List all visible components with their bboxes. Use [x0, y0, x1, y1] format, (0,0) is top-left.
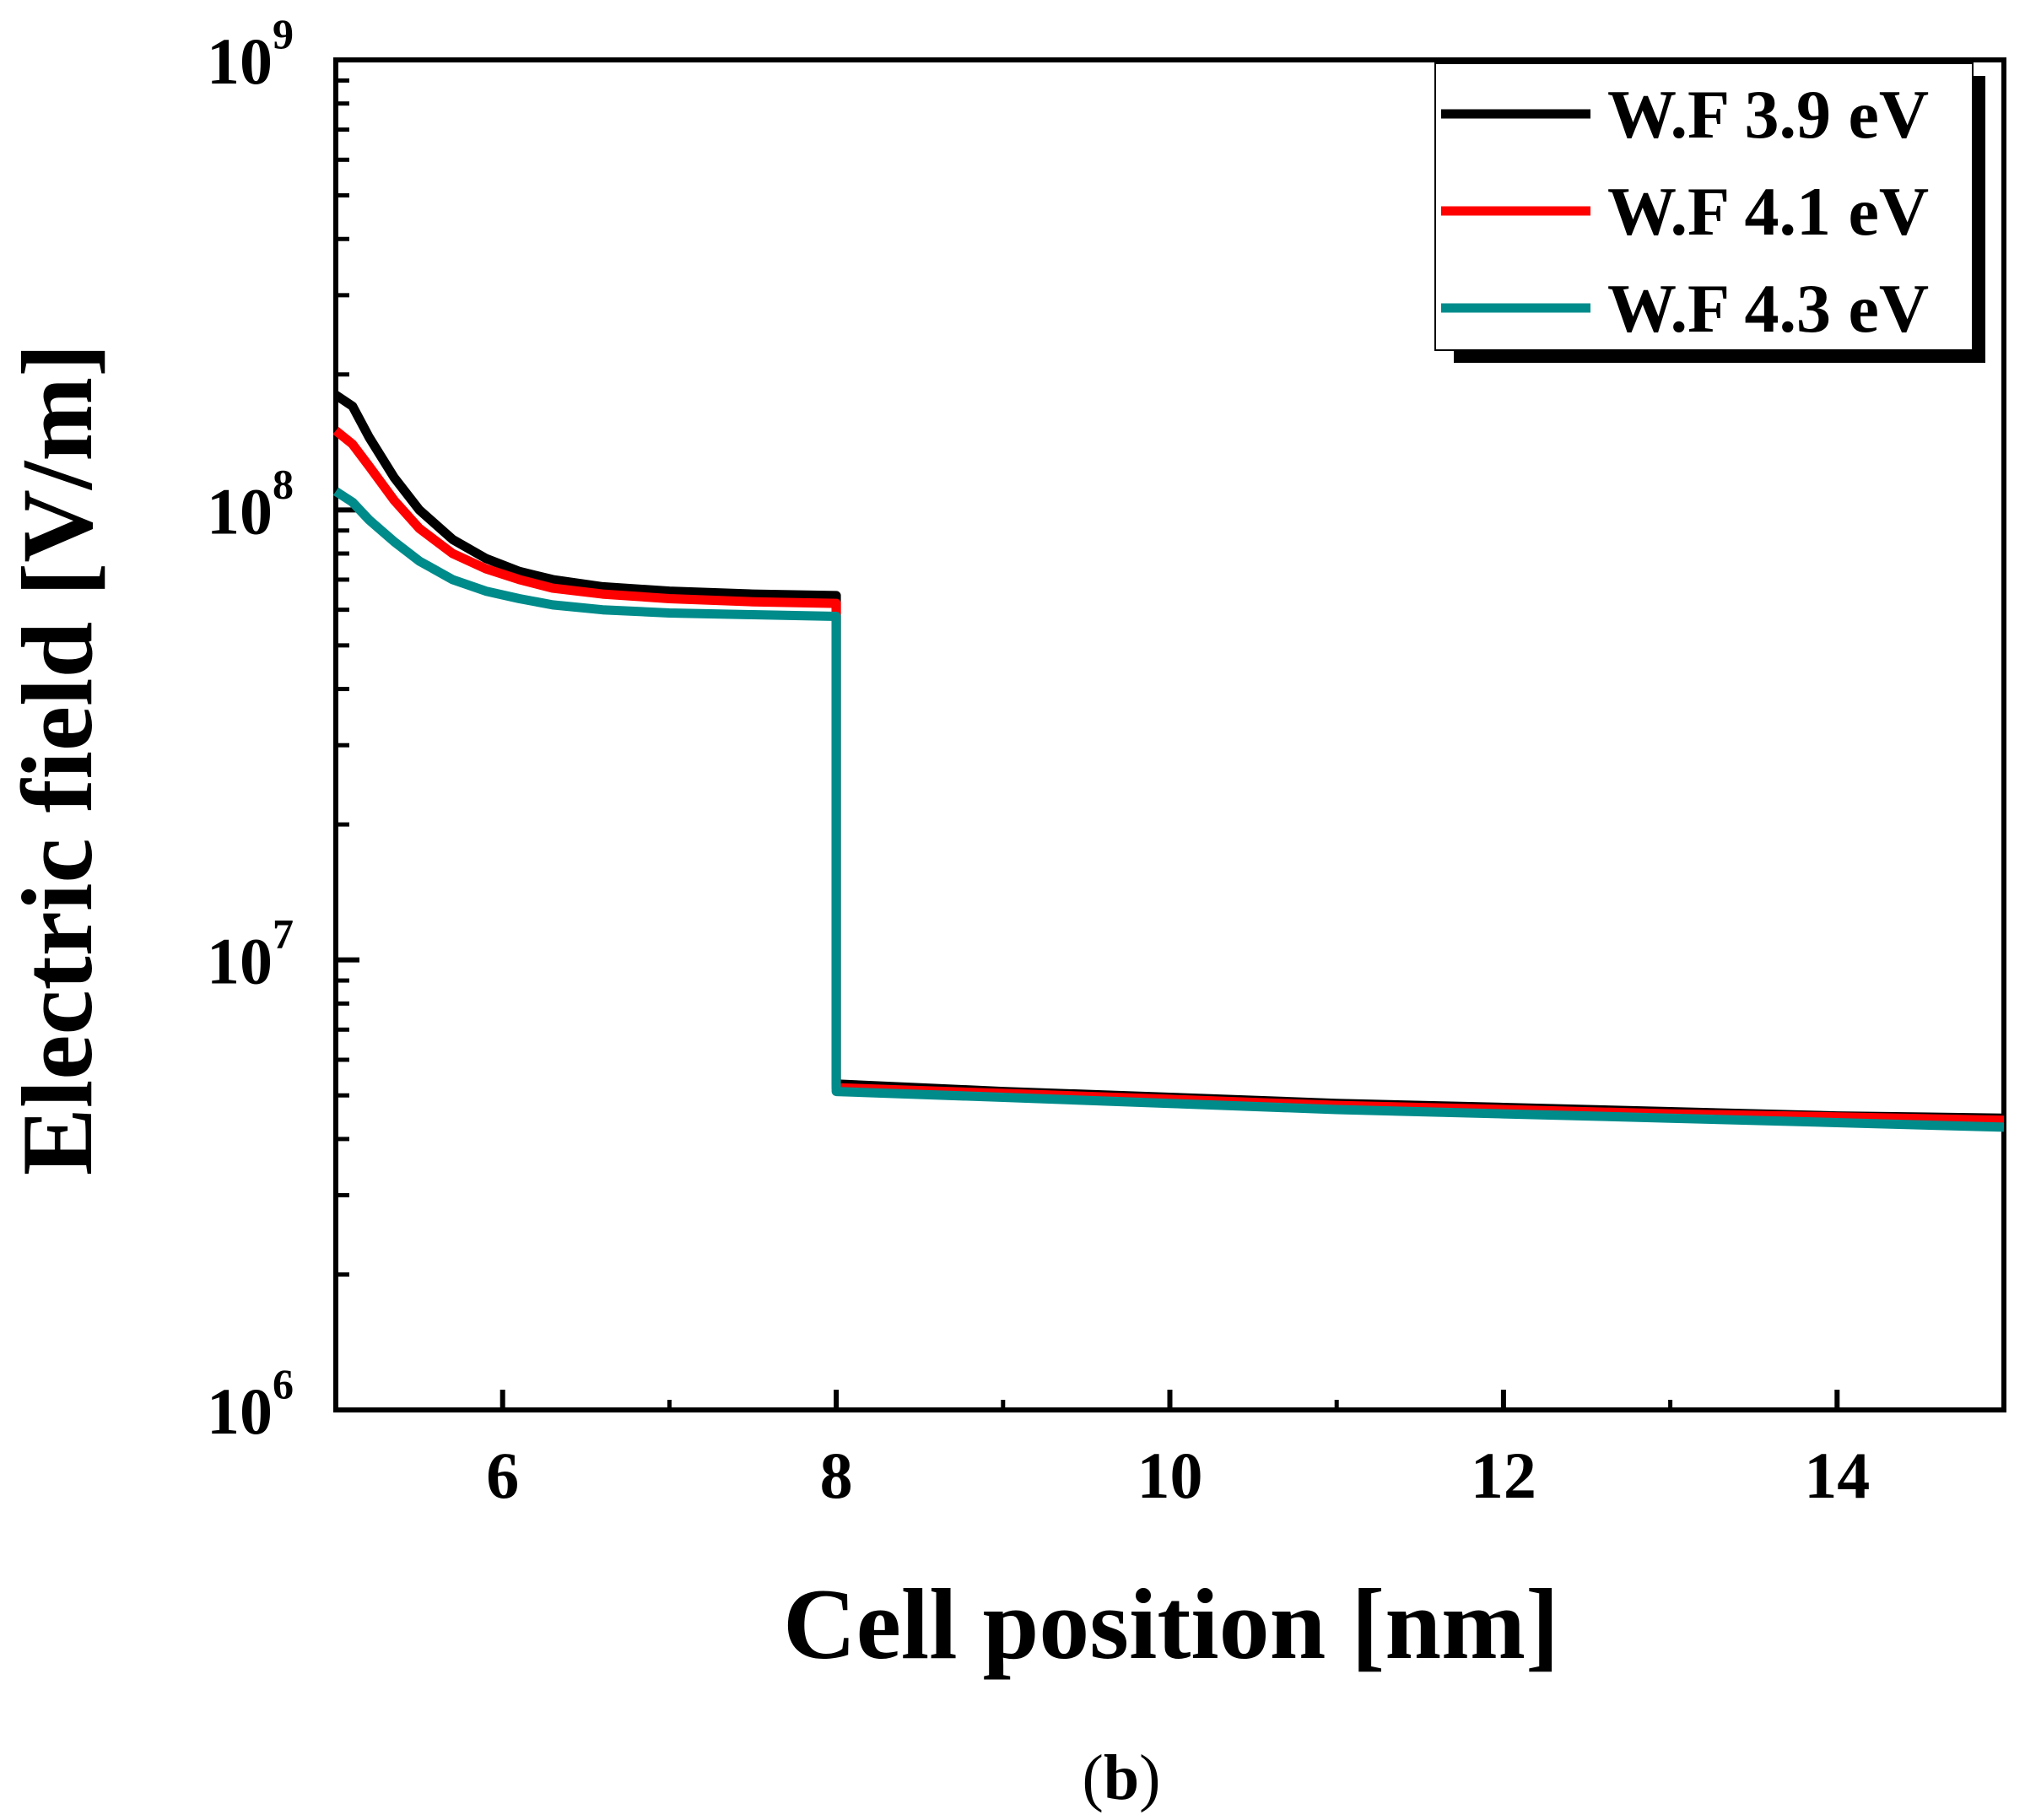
series-layer: [332, 391, 2005, 1132]
y-tick-label: 106: [207, 1360, 294, 1448]
x-tick-label: 8: [820, 1439, 853, 1512]
x-tick-labels: 6 8 10 12 14: [486, 1439, 1870, 1512]
caption-open-paren: (: [1083, 1742, 1104, 1813]
y-tick-label: 107: [207, 910, 294, 998]
minor-ticks: [333, 78, 2006, 1410]
series-line-3: [332, 487, 2005, 1132]
x-tick-label: 14: [1804, 1439, 1870, 1512]
y-tick-labels: 106 107 108 109: [207, 10, 294, 1448]
legend: W.F 3.9 eV W.F 4.1 eV W.F 4.3 eV: [1434, 62, 1985, 363]
y-tick-label: 109: [207, 10, 294, 98]
legend-label-2: W.F 4.1 eV: [1607, 173, 1929, 250]
major-ticks: [336, 57, 1840, 1412]
x-axis-title: Cell position [nm]: [783, 1568, 1559, 1680]
legend-entries: W.F 3.9 eV W.F 4.1 eV W.F 4.3 eV: [1441, 76, 1929, 347]
legend-label-1: W.F 3.9 eV: [1607, 76, 1929, 153]
y-axis-title: Electric field [V/m]: [1, 343, 113, 1175]
y-tick-label: 108: [207, 460, 294, 548]
caption-letter: b: [1104, 1742, 1139, 1813]
caption-close-paren: ): [1139, 1742, 1160, 1813]
x-tick-label: 10: [1137, 1439, 1203, 1512]
legend-label-3: W.F 4.3 eV: [1607, 270, 1929, 347]
x-tick-label: 12: [1471, 1439, 1536, 1512]
x-tick-label: 6: [486, 1439, 519, 1512]
figure-caption: (b): [1083, 1742, 1161, 1813]
